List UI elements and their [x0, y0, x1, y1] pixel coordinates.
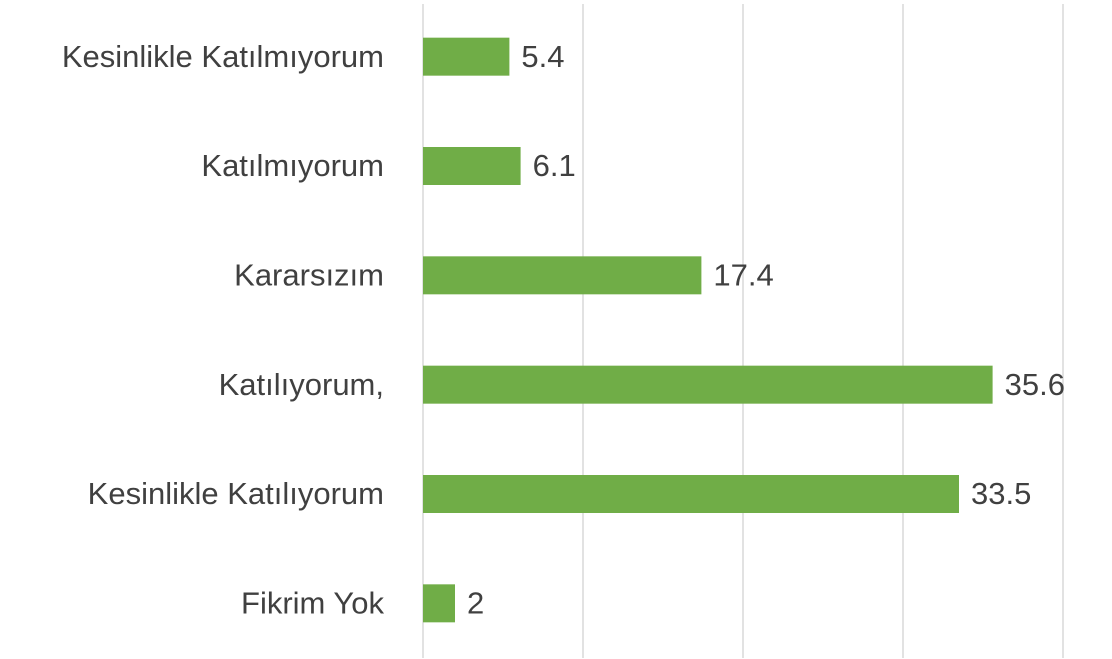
bar: [423, 37, 510, 76]
y-tick-label: Fikrim Yok: [241, 586, 384, 621]
value-label: 2: [467, 586, 484, 621]
value-label: 33.5: [971, 476, 1031, 511]
y-tick-label: Katılmıyorum: [201, 148, 384, 183]
bar: [423, 475, 959, 513]
value-label: 17.4: [713, 258, 773, 293]
bar: [423, 256, 702, 295]
y-tick-label: Kesinlikle Katılıyorum: [88, 476, 384, 511]
y-tick-label: Kesinlikle Katılmıyorum: [62, 39, 384, 74]
value-label: 5.4: [521, 39, 564, 74]
bar: [423, 365, 993, 404]
bar: [423, 147, 521, 185]
value-label: 6.1: [533, 148, 576, 183]
value-label: 35.6: [1005, 367, 1065, 402]
y-tick-label: Katılıyorum,: [219, 367, 384, 402]
bar: [423, 584, 455, 623]
y-tick-label: Kararsızım: [234, 258, 384, 293]
